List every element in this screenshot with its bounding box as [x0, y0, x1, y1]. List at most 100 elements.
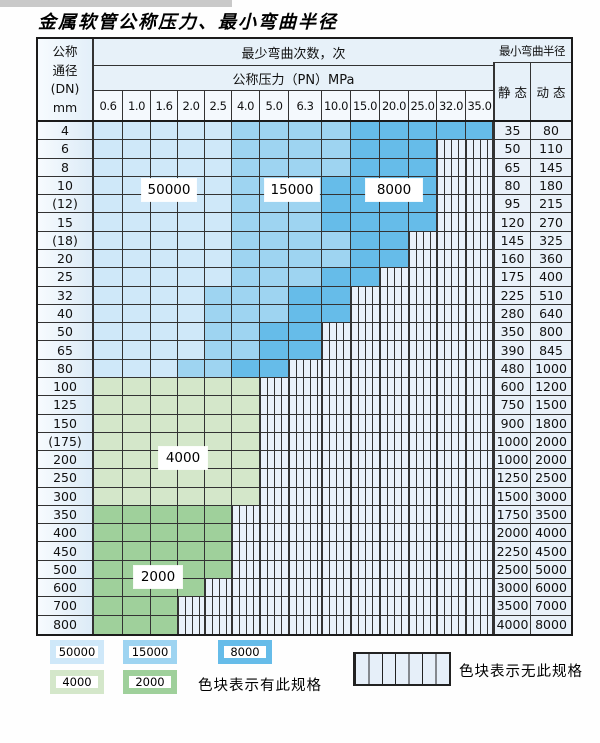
header-pressure-2.0: 2.0	[178, 91, 205, 120]
spec-cell-20.0	[380, 524, 409, 543]
spec-cell-0.6	[94, 213, 123, 232]
spec-cell-6.3	[289, 579, 322, 598]
spec-cell-6.3	[289, 231, 322, 250]
header-min-bend-radius: 最小弯曲半径	[493, 39, 571, 63]
spec-cell-2.0	[178, 615, 205, 634]
spec-cell-6.3	[289, 451, 322, 470]
spec-cell-10.0	[322, 231, 351, 250]
spec-cell-0.6	[94, 323, 123, 342]
spec-cell-1.0	[123, 304, 151, 324]
spec-cell-25.0	[409, 487, 437, 506]
dn-label: 50	[38, 323, 94, 342]
grid-label-50000: 50000	[142, 179, 196, 201]
table-row-dn-175: (175) 1000 2000	[38, 432, 571, 452]
spec-cell-5.0	[260, 396, 289, 415]
spec-cell-20.0	[380, 341, 409, 360]
spec-cell-2.0	[178, 286, 205, 305]
spec-cell-4.0	[232, 304, 260, 324]
static-radius-value: 225	[493, 286, 531, 305]
table-row-dn-18: (18) 145 325	[38, 231, 571, 250]
header-pressure-15.0: 15.0	[351, 91, 380, 120]
header-pressure-1.0: 1.0	[123, 91, 151, 120]
static-radius-value: 80	[493, 176, 531, 196]
spec-cell-5.0	[260, 505, 289, 525]
spec-cell-5.0	[260, 597, 289, 616]
spec-cell-5.0	[260, 158, 289, 177]
spec-cell-10.0	[322, 249, 351, 269]
spec-cell-32.0	[437, 615, 466, 634]
spec-cell-25.0	[409, 542, 437, 561]
spec-cell-4.0	[232, 505, 260, 525]
grid-label-15000: 15000	[265, 179, 319, 201]
spec-cell-1.6	[151, 268, 178, 287]
spec-cell-32.0	[437, 176, 466, 196]
spec-cell-5.0	[260, 140, 289, 159]
table-row-dn-700: 700 3500 7000	[38, 597, 571, 616]
spec-cell-4.0	[232, 615, 260, 634]
header-pressure-25.0: 25.0	[409, 91, 437, 120]
table-row-dn-350: 350 1750 3500	[38, 505, 571, 525]
spec-cell-2.5	[205, 176, 232, 196]
spec-cell-6.3	[289, 304, 322, 324]
dynamic-radius-value: 1500	[531, 396, 571, 415]
spec-cell-1.0	[123, 524, 151, 543]
spec-cell-2.5	[205, 341, 232, 360]
dynamic-radius-value: 270	[531, 213, 571, 232]
spec-cell-32.0	[437, 487, 466, 506]
spec-cell-6.3	[289, 432, 322, 452]
spec-cell-1.0	[123, 213, 151, 232]
spec-cell-25.0	[409, 122, 437, 141]
spec-cell-5.0	[260, 122, 289, 141]
spec-cell-15.0	[351, 140, 380, 159]
spec-cell-2.5	[205, 140, 232, 159]
spec-cell-32.0	[437, 579, 466, 598]
grid-label-4000: 4000	[159, 447, 207, 469]
spec-cell-6.3	[289, 268, 322, 287]
spec-cell-4.0	[232, 359, 260, 378]
table-row-dn-200: 200 1000 2000	[38, 451, 571, 470]
spec-cell-25.0	[409, 597, 437, 616]
spec-cell-15.0	[351, 377, 380, 397]
spec-cell-20.0	[380, 140, 409, 159]
spec-cell-2.0	[178, 597, 205, 616]
spec-cell-1.0	[123, 432, 151, 452]
header-dn-line3: (DN)	[50, 81, 80, 97]
spec-cell-2.5	[205, 432, 232, 452]
header-dn-line2: 通径	[52, 62, 78, 78]
spec-cell-20.0	[380, 487, 409, 506]
spec-cell-5.0	[260, 359, 289, 378]
static-radius-value: 1250	[493, 469, 531, 488]
dynamic-radius-value: 400	[531, 268, 571, 287]
spec-cell-32.0	[437, 377, 466, 397]
spec-cell-35.0	[466, 542, 493, 561]
spec-cell-5.0	[260, 432, 289, 452]
spec-cell-4.0	[232, 249, 260, 269]
spec-cell-5.0	[260, 304, 289, 324]
spec-cell-15.0	[351, 524, 380, 543]
dn-label: 6	[38, 140, 94, 159]
spec-cell-6.3	[289, 249, 322, 269]
spec-cell-20.0	[380, 414, 409, 433]
spec-cell-2.5	[205, 524, 232, 543]
spec-cell-10.0	[322, 213, 351, 232]
spec-cell-25.0	[409, 524, 437, 543]
static-radius-value: 1500	[493, 487, 531, 506]
spec-cell-5.0	[260, 451, 289, 470]
spec-cell-20.0	[380, 560, 409, 580]
spec-cell-5.0	[260, 323, 289, 342]
spec-cell-10.0	[322, 597, 351, 616]
spec-cell-20.0	[380, 377, 409, 397]
spec-cell-5.0	[260, 249, 289, 269]
spec-cell-5.0	[260, 414, 289, 433]
spec-cell-4.0	[232, 213, 260, 232]
spec-cell-2.0	[178, 122, 205, 141]
spec-cell-6.3	[289, 542, 322, 561]
static-radius-value: 1000	[493, 451, 531, 470]
spec-cell-32.0	[437, 122, 466, 141]
spec-cell-1.0	[123, 597, 151, 616]
spec-cell-10.0	[322, 195, 351, 214]
spec-cell-0.6	[94, 122, 123, 141]
spec-cell-6.3	[289, 487, 322, 506]
dynamic-radius-value: 1000	[531, 359, 571, 378]
spec-cell-15.0	[351, 487, 380, 506]
